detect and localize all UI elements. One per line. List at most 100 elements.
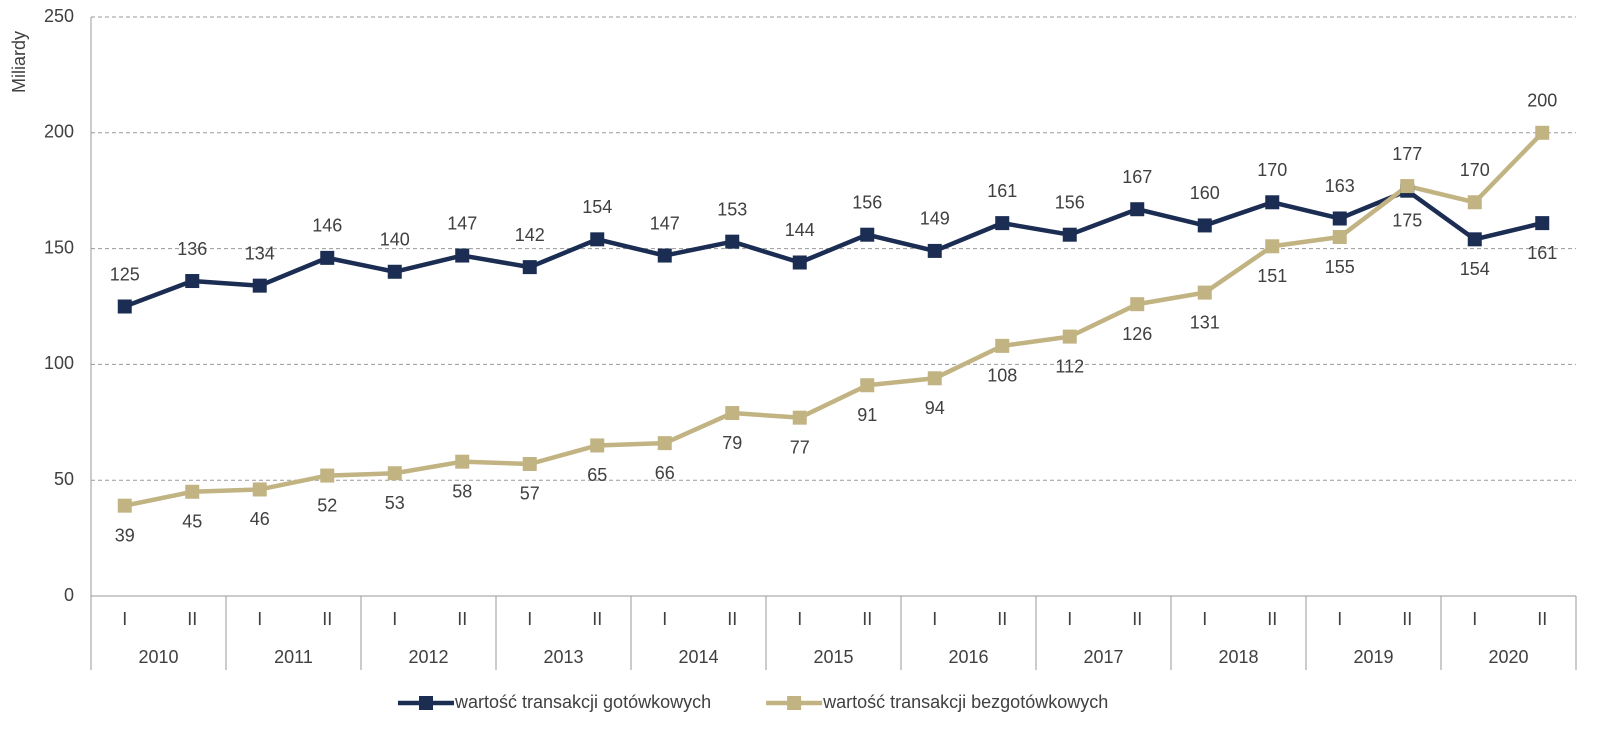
data-label: 77 (790, 437, 810, 457)
data-label: 154 (582, 197, 612, 217)
marker (1062, 227, 1077, 242)
data-label: 66 (655, 463, 675, 483)
marker (1467, 232, 1482, 247)
data-label: 175 (1392, 210, 1422, 230)
marker (1062, 329, 1077, 344)
data-label: 170 (1460, 160, 1490, 180)
x-tick-label: II (1537, 609, 1547, 629)
x-tick-label: I (1067, 609, 1072, 629)
series-line (124, 131, 1544, 508)
x-group-label: 2015 (813, 647, 853, 667)
data-label: 52 (317, 495, 337, 515)
x-tick-label: I (1337, 609, 1342, 629)
data-label: 161 (1527, 243, 1557, 263)
data-label: 153 (717, 199, 747, 219)
data-label: 45 (182, 512, 202, 532)
marker (995, 216, 1010, 231)
data-label: 46 (250, 509, 270, 529)
x-group-label: 2013 (543, 647, 583, 667)
data-label: 156 (1055, 192, 1085, 212)
marker (995, 338, 1010, 353)
marker (590, 232, 605, 247)
x-tick-label: I (1202, 609, 1207, 629)
x-group-label: 2020 (1488, 647, 1528, 667)
marker (185, 484, 200, 499)
marker (185, 274, 200, 289)
y-axis-title: Miliardy (9, 31, 29, 93)
x-group-label: 2019 (1353, 647, 1393, 667)
data-label: 112 (1055, 356, 1084, 376)
marker (522, 260, 537, 275)
marker (117, 299, 132, 314)
data-label: 79 (722, 433, 742, 453)
marker (1265, 239, 1280, 254)
data-label: 108 (987, 366, 1017, 386)
data-label: 156 (852, 192, 882, 212)
data-label: 167 (1122, 167, 1152, 187)
x-tick-label: I (122, 609, 127, 629)
data-label: 58 (452, 481, 472, 501)
marker (320, 250, 335, 265)
data-label: 65 (587, 465, 607, 485)
data-label: 200 (1527, 91, 1557, 111)
x-group-label: 2014 (678, 647, 718, 667)
data-label: 126 (1122, 324, 1152, 344)
x-tick-label: II (592, 609, 602, 629)
x-tick-label: II (457, 609, 467, 629)
x-tick-label: I (932, 609, 937, 629)
marker (117, 498, 132, 513)
data-label: 57 (520, 484, 540, 504)
x-tick-label: I (257, 609, 262, 629)
x-tick-label: I (797, 609, 802, 629)
x-tick-label: II (727, 609, 737, 629)
data-label: 146 (312, 216, 342, 236)
marker (1265, 195, 1280, 210)
marker (522, 456, 537, 471)
x-group-label: 2012 (408, 647, 448, 667)
marker (725, 406, 740, 421)
marker (1535, 125, 1550, 140)
data-label: 154 (1460, 259, 1490, 279)
marker (1467, 195, 1482, 210)
y-tick-label: 0 (64, 585, 74, 605)
series-line (123, 188, 1543, 309)
y-tick-label: 50 (54, 469, 74, 489)
data-label: 53 (385, 493, 405, 513)
legend-marker (787, 696, 802, 710)
data-label: 134 (245, 243, 275, 263)
data-label: 91 (857, 405, 877, 425)
x-tick-label: II (997, 609, 1007, 629)
x-tick-label: II (322, 609, 332, 629)
marker (927, 243, 942, 258)
data-label: 147 (447, 213, 477, 233)
x-group-label: 2010 (138, 647, 178, 667)
data-label: 136 (177, 239, 207, 259)
legend-label: wartość transakcji bezgotówkowych (822, 692, 1108, 712)
marker (1197, 218, 1212, 233)
data-label: 94 (925, 398, 945, 418)
marker (1400, 179, 1415, 194)
marker (792, 255, 807, 270)
marker (927, 371, 942, 386)
marker (860, 227, 875, 242)
x-tick-label: I (527, 609, 532, 629)
data-label: 161 (987, 181, 1017, 201)
data-label: 155 (1325, 257, 1355, 277)
data-label: 160 (1190, 183, 1220, 203)
data-label: 125 (110, 264, 140, 284)
marker (590, 438, 605, 453)
marker (252, 278, 267, 293)
marker (860, 378, 875, 393)
marker (1197, 285, 1212, 300)
x-tick-label: I (392, 609, 397, 629)
x-tick-label: II (187, 609, 197, 629)
marker (455, 454, 470, 469)
data-label: 177 (1392, 144, 1422, 164)
marker (387, 466, 402, 481)
data-label: 147 (650, 213, 680, 233)
legend-label: wartość transakcji gotówkowych (454, 692, 711, 712)
marker (455, 248, 470, 263)
x-tick-label: II (1267, 609, 1277, 629)
x-group-label: 2016 (948, 647, 988, 667)
